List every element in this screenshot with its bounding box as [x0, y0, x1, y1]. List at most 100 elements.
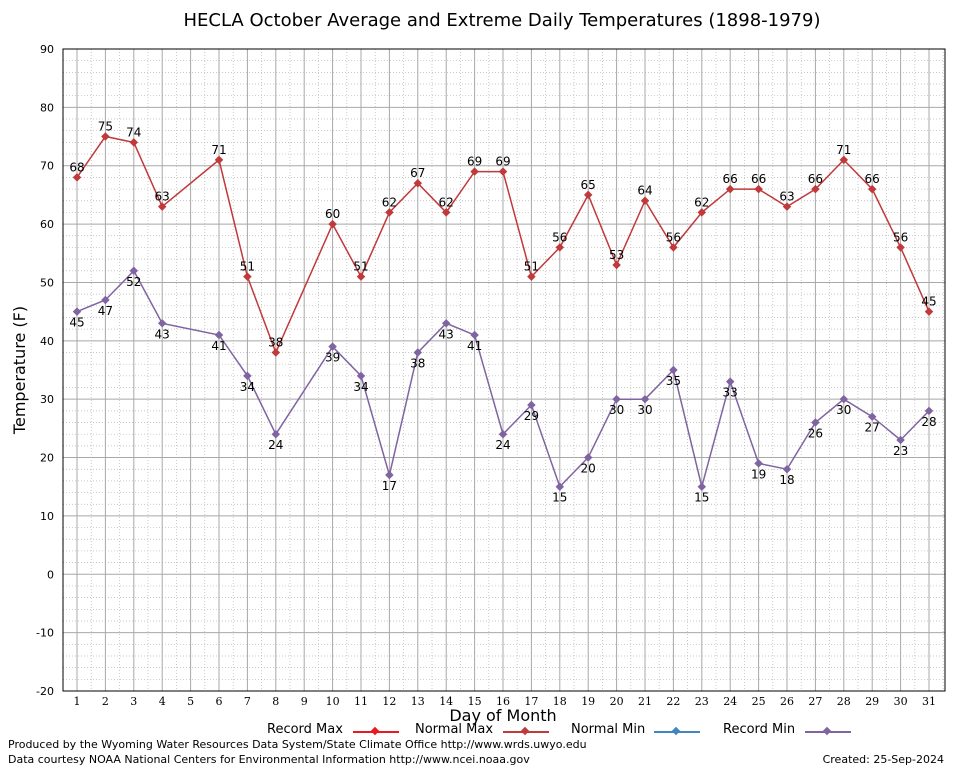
- data-point-record-max: [583, 190, 593, 200]
- data-label-record-min: 52: [126, 275, 141, 289]
- data-label-record-max: 66: [751, 172, 766, 186]
- x-tick-label: 19: [581, 695, 595, 708]
- x-tick-label: 6: [216, 695, 223, 708]
- legend-label-normal-max: Normal Max: [415, 722, 494, 737]
- data-label-record-min: 17: [382, 479, 397, 493]
- data-point-record-min: [72, 307, 82, 316]
- data-point-record-max: [896, 243, 905, 252]
- data-point-record-max: [129, 138, 139, 147]
- data-point-record-min: [470, 330, 479, 340]
- data-point-record-min: [555, 482, 565, 491]
- data-label-record-max: 65: [581, 178, 596, 192]
- x-tick-label: 22: [666, 695, 680, 708]
- x-axis-label: Day of Month: [449, 706, 556, 725]
- data-point-record-min: [924, 406, 934, 416]
- y-tick-label: 90: [40, 43, 54, 56]
- x-tick-label: 12: [382, 695, 396, 708]
- data-point-record-max: [413, 178, 423, 188]
- data-point-record-min: [896, 435, 905, 445]
- x-tick-label: 28: [837, 695, 851, 708]
- chart-title: HECLA October Average and Extreme Daily …: [184, 10, 821, 31]
- data-label-record-min: 27: [865, 421, 880, 435]
- y-tick-label: 10: [40, 510, 54, 523]
- data-point-record-min: [129, 266, 139, 276]
- data-label-record-min: 35: [666, 374, 681, 388]
- data-point-record-max: [612, 260, 621, 270]
- data-point-record-max: [356, 272, 366, 281]
- y-tick-label: 80: [40, 101, 54, 114]
- data-label-record-max: 56: [893, 230, 908, 244]
- data-point-record-max: [157, 202, 167, 211]
- data-point-record-max: [754, 184, 763, 194]
- x-tick-label: 24: [723, 695, 737, 708]
- data-point-record-min: [725, 377, 735, 386]
- x-tick-label: 18: [553, 695, 567, 708]
- data-point-record-min: [839, 394, 849, 404]
- data-point-record-min: [271, 429, 281, 439]
- data-point-record-max: [924, 307, 934, 316]
- data-point-record-min: [612, 394, 621, 404]
- data-point-record-max: [271, 348, 281, 357]
- data-label-record-min: 23: [893, 444, 908, 458]
- data-label-record-max: 51: [524, 260, 539, 274]
- data-label-record-max: 51: [353, 260, 368, 274]
- data-point-record-min: [697, 482, 707, 491]
- data-label-record-max: 66: [808, 172, 823, 186]
- data-label-record-max: 56: [552, 230, 567, 244]
- data-label-record-min: 30: [637, 403, 652, 417]
- data-point-record-max: [441, 208, 451, 217]
- y-tick-label: 20: [40, 452, 54, 465]
- legend-label-normal-min: Normal Min: [571, 722, 646, 737]
- data-label-record-min: 38: [410, 356, 425, 370]
- data-point-record-min: [214, 330, 224, 340]
- x-tick-label: 15: [468, 695, 482, 708]
- data-point-record-min: [867, 412, 877, 421]
- data-label-record-max: 71: [836, 143, 851, 157]
- data-label-record-max: 74: [126, 125, 141, 139]
- data-label-record-max: 53: [609, 248, 624, 262]
- data-label-record-max: 62: [694, 195, 709, 209]
- data-label-record-min: 30: [609, 403, 624, 417]
- y-tick-label: -10: [36, 627, 54, 640]
- x-tick-label: 14: [439, 695, 453, 708]
- data-label-record-min: 33: [723, 386, 738, 400]
- data-label-record-max: 38: [268, 335, 283, 349]
- data-point-record-min: [640, 394, 650, 404]
- data-label-record-min: 34: [353, 380, 368, 394]
- data-label-record-min: 26: [808, 427, 823, 441]
- data-label-record-min: 24: [268, 438, 283, 452]
- data-point-record-min: [243, 371, 252, 381]
- data-point-record-max: [101, 132, 110, 141]
- data-label-record-max: 66: [723, 172, 738, 186]
- x-tick-label: 4: [159, 695, 166, 708]
- data-label-record-min: 39: [325, 351, 340, 365]
- data-label-record-min: 18: [779, 473, 794, 487]
- x-tick-label: 27: [808, 695, 822, 708]
- data-label-record-min: 28: [921, 415, 936, 429]
- data-label-record-max: 67: [410, 166, 425, 180]
- data-point-record-min: [498, 429, 508, 439]
- x-tick-label: 25: [752, 695, 766, 708]
- data-point-record-min: [157, 319, 167, 328]
- data-label-record-min: 20: [581, 462, 596, 476]
- data-label-record-min: 24: [495, 438, 510, 452]
- data-label-record-min: 45: [69, 316, 84, 330]
- y-tick-label: 70: [40, 160, 54, 173]
- series-layer: 68 75 74 63 71 51 38 60 51 62 67 62 69 69 51 56 65 53 64 56…: [69, 120, 936, 505]
- data-label-record-min: 43: [155, 327, 170, 341]
- data-label-record-max: 62: [439, 195, 454, 209]
- y-tick-label: 0: [47, 568, 54, 581]
- data-point-record-max: [470, 167, 479, 176]
- data-point-record-max: [214, 155, 224, 165]
- x-tick-label: 29: [865, 695, 879, 708]
- data-point-record-min: [811, 418, 820, 427]
- x-tick-label: 20: [610, 695, 624, 708]
- x-tick-label: 11: [354, 695, 368, 708]
- data-label-record-max: 62: [382, 195, 397, 209]
- x-tick-label: 16: [496, 695, 510, 708]
- data-point-record-max: [328, 219, 337, 229]
- y-tick-label: 40: [40, 335, 54, 348]
- data-point-record-max: [385, 208, 394, 217]
- data-label-record-min: 19: [751, 467, 766, 481]
